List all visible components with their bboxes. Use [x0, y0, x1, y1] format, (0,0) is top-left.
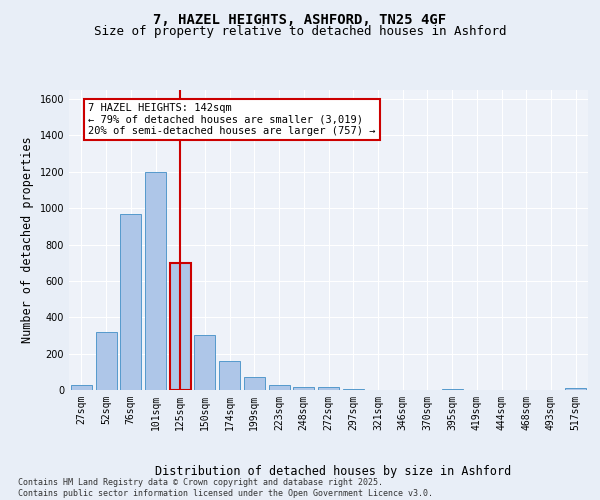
Bar	[244, 378, 265, 390]
Text: 7 HAZEL HEIGHTS: 142sqm
← 79% of detached houses are smaller (3,019)
20% of semi: 7 HAZEL HEIGHTS: 142sqm ← 79% of detache…	[88, 102, 376, 136]
Bar	[565, 388, 586, 390]
Text: Size of property relative to detached houses in Ashford: Size of property relative to detached ho…	[94, 25, 506, 38]
Bar	[145, 172, 166, 390]
Bar	[170, 262, 191, 390]
Bar	[120, 214, 141, 390]
Y-axis label: Number of detached properties: Number of detached properties	[21, 136, 34, 344]
Bar	[442, 388, 463, 390]
Text: Contains HM Land Registry data © Crown copyright and database right 2025.
Contai: Contains HM Land Registry data © Crown c…	[18, 478, 433, 498]
Bar	[194, 336, 215, 390]
Bar	[71, 386, 92, 390]
Text: Distribution of detached houses by size in Ashford: Distribution of detached houses by size …	[155, 464, 511, 477]
Text: 7, HAZEL HEIGHTS, ASHFORD, TN25 4GF: 7, HAZEL HEIGHTS, ASHFORD, TN25 4GF	[154, 12, 446, 26]
Bar	[318, 388, 339, 390]
Bar	[343, 388, 364, 390]
Bar	[95, 332, 116, 390]
Bar	[269, 386, 290, 390]
Bar	[219, 361, 240, 390]
Bar	[293, 386, 314, 390]
